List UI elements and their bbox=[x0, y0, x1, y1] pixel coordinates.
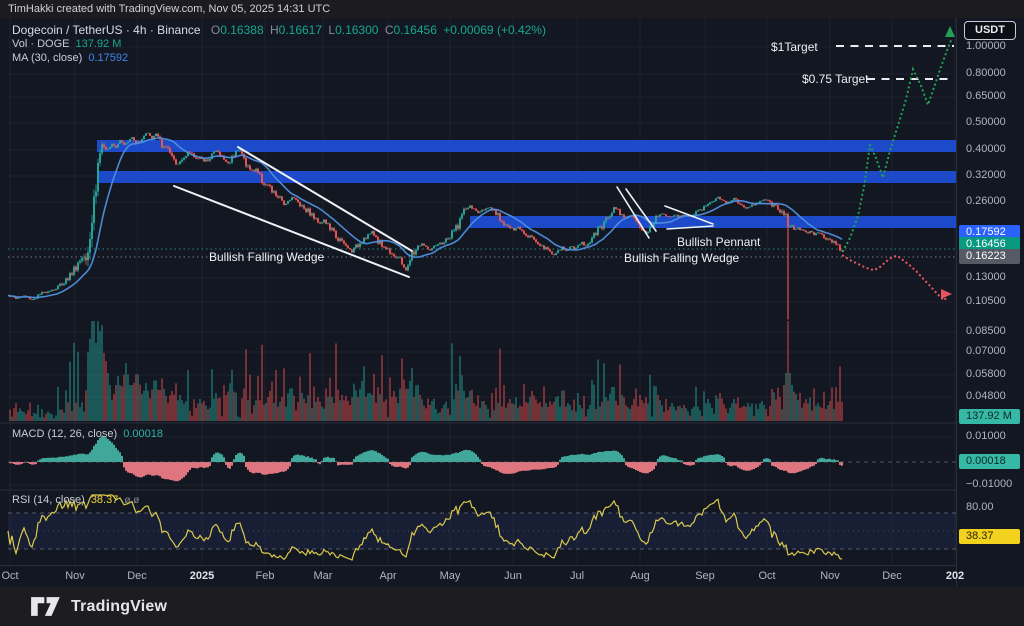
time-tick-label: Nov bbox=[65, 570, 85, 582]
time-tick-label: Dec bbox=[882, 570, 902, 582]
price-projections[interactable] bbox=[841, 26, 955, 302]
symbol-legend-row[interactable]: Dogecoin / TetherUS · 4h · Binance O0.16… bbox=[12, 23, 546, 37]
price-tick-label: −0.01000 bbox=[966, 478, 1013, 490]
annotation-bullish-falling-wedge-1[interactable]: Bullish Falling Wedge bbox=[209, 250, 325, 264]
time-tick-label: Sep bbox=[695, 570, 715, 582]
rsi-legend-row[interactable]: RSI (14, close) 38.37 ø ø bbox=[12, 494, 139, 506]
drawn-trendlines[interactable] bbox=[173, 146, 714, 278]
time-tick-label: May bbox=[439, 570, 461, 582]
axis-value-badge: 0.00018 bbox=[959, 454, 1020, 469]
volume-legend-row[interactable]: Vol · DOGE 137.92 M bbox=[12, 38, 121, 50]
price-tick-label: 0.65000 bbox=[966, 90, 1006, 102]
price-tick-label: 1.00000 bbox=[966, 40, 1006, 52]
volume-series[interactable] bbox=[9, 321, 843, 421]
open-label: O bbox=[210, 23, 221, 37]
low-value: 0.16300 bbox=[335, 23, 379, 37]
rsi-hidden-icons[interactable]: ø ø bbox=[124, 495, 140, 506]
tradingview-logo-icon[interactable] bbox=[30, 596, 62, 617]
rsi-plot[interactable] bbox=[7, 494, 956, 561]
change-value: +0.00069 (+0.42%) bbox=[443, 23, 546, 37]
time-tick-label: Jul bbox=[569, 570, 585, 582]
footer-bar: TradingView bbox=[0, 587, 1024, 626]
time-tick-label: 202 bbox=[945, 570, 965, 582]
close-label: C bbox=[384, 23, 394, 37]
tradingview-brand-text[interactable]: TradingView bbox=[71, 597, 168, 615]
time-tick-label: Apr bbox=[379, 570, 397, 582]
price-tick-label: 0.13000 bbox=[966, 271, 1006, 283]
price-tick-label: 0.07000 bbox=[966, 345, 1006, 357]
grid bbox=[8, 18, 956, 565]
low-label: L bbox=[328, 23, 336, 37]
currency-toggle-usdt[interactable]: USDT bbox=[964, 21, 1016, 40]
annotation-075-dollar-target[interactable]: $0.75 Target bbox=[802, 72, 869, 86]
ma-legend-row[interactable]: MA (30, close) 0.17592 bbox=[12, 52, 128, 64]
macd-histogram[interactable] bbox=[8, 436, 956, 482]
time-axis[interactable]: Oct Nov Dec 2025 Feb Mar Apr May Jun Jul Aug Sep Oct… bbox=[0, 565, 964, 588]
macd-value: 0.00018 bbox=[123, 428, 163, 440]
time-tick-label: Oct bbox=[1, 570, 19, 582]
price-scale[interactable]: 1.00000 0.80000 0.65000 0.50000 0.40000 0.320… bbox=[956, 18, 1024, 587]
macd-legend-row[interactable]: MACD (12, 26, close) 0.00018 bbox=[12, 428, 163, 440]
rsi-label-text: RSI (14, close) bbox=[12, 494, 85, 506]
axis-value-badge: 137.92 M bbox=[959, 409, 1020, 424]
time-tick-label: Dec bbox=[127, 570, 147, 582]
price-tick-label: 0.10500 bbox=[966, 295, 1006, 307]
time-tick-label: Jun bbox=[504, 570, 522, 582]
high-value: 0.16617 bbox=[278, 23, 323, 37]
ma-value: 0.17592 bbox=[88, 52, 129, 64]
price-tick-label: 0.08500 bbox=[966, 325, 1006, 337]
price-tick-label: 0.40000 bbox=[966, 143, 1006, 155]
price-tick-label: 0.26000 bbox=[966, 195, 1006, 207]
bear-projection bbox=[841, 254, 950, 302]
annotation-one-dollar-target[interactable]: $1Target bbox=[771, 40, 818, 54]
support-resistance-bands[interactable] bbox=[97, 140, 956, 228]
price-tick-label: 0.04800 bbox=[966, 390, 1006, 402]
time-tick-label: Oct bbox=[758, 570, 776, 582]
macd-label-text: MACD (12, 26, close) bbox=[12, 428, 118, 440]
price-tick-label: 0.32000 bbox=[966, 169, 1006, 181]
ma-label: MA (30, close) bbox=[12, 52, 83, 64]
time-tick-label: Nov bbox=[820, 570, 840, 582]
axis-value-badge: 0.16223 bbox=[959, 249, 1020, 264]
axis-value-badge: 0.16456 bbox=[959, 237, 1020, 252]
time-tick-label: Aug bbox=[630, 570, 650, 582]
attribution-bar: TimHakki created with TradingView.com, N… bbox=[0, 0, 1024, 18]
time-tick-label: 2025 bbox=[189, 570, 215, 582]
open-value: 0.16388 bbox=[220, 23, 264, 37]
price-tick-label: 0.01000 bbox=[966, 430, 1006, 442]
pane-separators bbox=[0, 422, 1024, 491]
price-tick-label: 0.05800 bbox=[966, 368, 1006, 380]
axis-value-badge: 0.17592 bbox=[959, 225, 1020, 240]
time-tick-label: Feb bbox=[255, 570, 275, 582]
axis-value-badge: 38.37 bbox=[959, 529, 1020, 544]
rsi-value: 38.37 bbox=[90, 494, 119, 506]
high-label: H bbox=[269, 23, 279, 37]
ma30-line[interactable] bbox=[7, 136, 843, 299]
time-tick-label: Mar bbox=[313, 570, 333, 582]
price-reference-lines bbox=[8, 248, 956, 258]
volume-value: 137.92 M bbox=[75, 38, 122, 50]
price-tick-label: 80.00 bbox=[966, 501, 994, 513]
close-value: 0.16456 bbox=[393, 23, 437, 37]
price-tick-label: 0.80000 bbox=[966, 67, 1006, 79]
price-tick-label: 0.50000 bbox=[966, 116, 1006, 128]
volume-label: Vol · DOGE bbox=[12, 38, 70, 50]
bull-projection bbox=[841, 39, 953, 253]
symbol-title: Dogecoin / TetherUS · 4h · Binance bbox=[12, 23, 201, 37]
annotation-bullish-falling-wedge-2[interactable]: Bullish Falling Wedge bbox=[624, 251, 740, 265]
annotation-bullish-pennant[interactable]: Bullish Pennant bbox=[677, 235, 761, 249]
